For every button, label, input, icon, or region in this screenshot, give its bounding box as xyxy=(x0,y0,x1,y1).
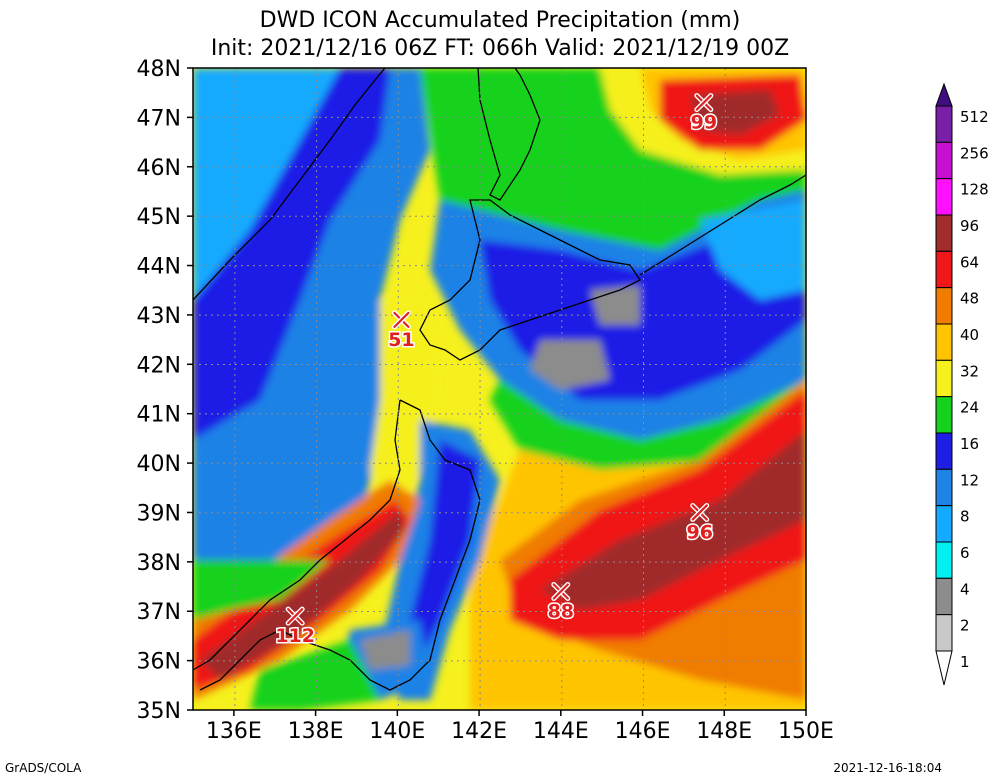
marker-value: 96 xyxy=(687,521,713,543)
legend-swatch xyxy=(935,614,953,652)
lat-tick-label: 46N xyxy=(137,156,181,181)
lat-tick-label: 36N xyxy=(137,650,181,675)
map-subtitle: Init: 2021/12/16 06Z FT: 066h Valid: 202… xyxy=(210,36,790,61)
legend-label: 2 xyxy=(960,617,970,635)
lon-tick-label: 142E xyxy=(451,719,507,744)
legend-label: 16 xyxy=(960,435,979,453)
legend-swatch xyxy=(935,287,953,325)
legend-label: 128 xyxy=(960,181,989,199)
legend-label: 24 xyxy=(960,399,979,417)
max-marker: 96 xyxy=(685,502,714,545)
lat-tick-label: 42N xyxy=(137,353,181,378)
legend-label: 512 xyxy=(960,108,989,126)
marker-cross xyxy=(552,583,569,600)
lat-tick-label: 48N xyxy=(137,57,181,82)
lat-tick-label: 40N xyxy=(137,452,181,477)
legend-swatch xyxy=(935,323,953,361)
marker-value: 88 xyxy=(548,600,574,622)
footer-left: GrADS/COLA xyxy=(5,761,82,775)
legend-swatch xyxy=(935,250,953,289)
legend-label: 32 xyxy=(960,362,979,380)
max-marker: 51 xyxy=(387,310,416,352)
legend-swatch xyxy=(935,105,953,143)
legend-top-arrow xyxy=(935,82,953,107)
legend-label: 1 xyxy=(960,653,970,671)
lat-tick-label: 44N xyxy=(137,255,181,280)
footer-right: 2021-12-16-18:04 xyxy=(833,761,942,775)
legend-label: 8 xyxy=(960,508,970,526)
max-value-markers: 99 51 96 88 112 xyxy=(274,93,719,649)
marker-cross xyxy=(691,504,708,521)
legend-label: 6 xyxy=(960,544,970,562)
plot-frame xyxy=(192,67,807,711)
max-marker: 112 xyxy=(274,606,317,649)
graticule xyxy=(193,68,806,710)
lat-tick-label: 41N xyxy=(137,403,181,428)
lat-tick-label: 35N xyxy=(137,699,181,724)
lat-tick-label: 38N xyxy=(137,551,181,576)
legend-swatch xyxy=(935,359,953,398)
lat-tick-label: 39N xyxy=(137,501,181,526)
marker-value: 99 xyxy=(691,112,717,134)
legend-swatch xyxy=(935,396,953,434)
lon-tick-label: 144E xyxy=(533,719,589,744)
max-marker: 99 xyxy=(689,93,719,135)
longitude-axis: 136E 138E 140E 142E 144E 146E 148E 150E xyxy=(206,710,834,744)
lon-tick-label: 140E xyxy=(369,719,425,744)
legend-swatch xyxy=(935,178,953,216)
lat-tick-label: 37N xyxy=(137,600,181,625)
legend-label: 40 xyxy=(960,326,979,344)
lon-tick-label: 148E xyxy=(696,719,752,744)
lon-tick-label: 138E xyxy=(288,719,344,744)
precip-field xyxy=(193,68,806,710)
map-title: DWD ICON Accumulated Precipitation (mm) xyxy=(259,8,741,33)
legend-swatch xyxy=(935,141,953,180)
lon-tick-label: 146E xyxy=(615,719,671,744)
legend-label: 256 xyxy=(960,144,989,162)
legend-label: 12 xyxy=(960,471,979,489)
lat-tick-label: 43N xyxy=(137,304,181,329)
legend-swatch xyxy=(935,432,953,470)
max-marker: 88 xyxy=(546,581,576,624)
legend-swatch xyxy=(935,468,953,507)
lon-tick-label: 150E xyxy=(778,719,834,744)
legend-swatch xyxy=(935,505,953,543)
legend-bottom-arrow xyxy=(935,650,953,686)
legend-label: 64 xyxy=(960,253,979,271)
marker-cross xyxy=(287,608,304,625)
marker-cross xyxy=(695,94,712,111)
legend-label: 48 xyxy=(960,290,979,308)
lon-tick-label: 136E xyxy=(206,719,262,744)
marker-value: 51 xyxy=(388,329,414,351)
legend-swatch xyxy=(935,577,953,616)
marker-value: 112 xyxy=(275,625,315,647)
legend-label: 4 xyxy=(960,580,970,598)
lat-tick-label: 45N xyxy=(137,205,181,230)
legend-swatch xyxy=(935,214,953,252)
marker-cross xyxy=(393,311,410,328)
latitude-axis: 48N 47N 46N 45N 44N 43N 42N 41N 40N 39N 38N 37N 36N 3… xyxy=(137,57,193,724)
coastlines xyxy=(193,68,806,691)
lat-tick-label: 47N xyxy=(137,106,181,131)
legend-label: 96 xyxy=(960,217,979,235)
legend-swatch xyxy=(935,541,953,579)
